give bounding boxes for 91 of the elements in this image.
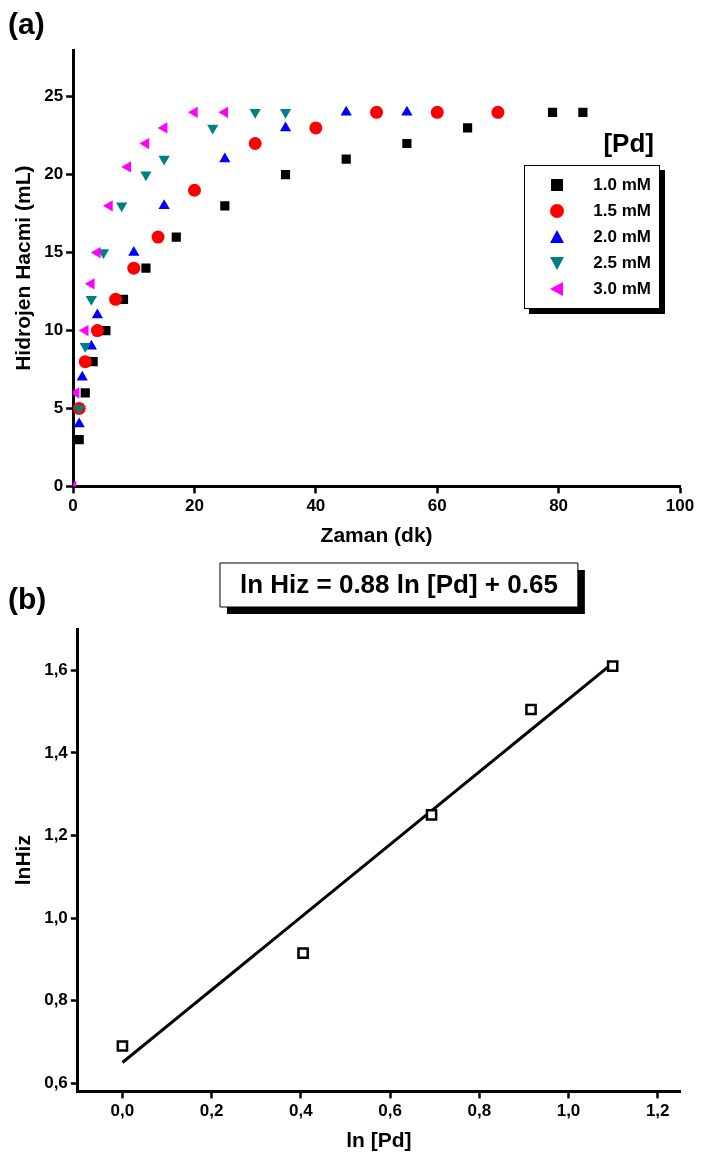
x-tick-label: 0,0 bbox=[110, 1101, 135, 1121]
point bbox=[85, 296, 97, 306]
legend-label: 3.0 mM bbox=[593, 279, 651, 299]
point bbox=[340, 105, 352, 116]
y-axis-title: lnHiz bbox=[11, 835, 35, 886]
point bbox=[80, 388, 90, 398]
y-tick-label: 1,0 bbox=[44, 907, 68, 927]
point bbox=[121, 161, 131, 173]
point bbox=[218, 106, 229, 118]
point bbox=[279, 121, 292, 132]
y-tick-label: 5 bbox=[53, 398, 64, 418]
chart-title: (b) bbox=[8, 582, 47, 616]
point bbox=[249, 109, 261, 119]
point bbox=[90, 246, 101, 259]
point bbox=[578, 107, 588, 117]
point bbox=[370, 105, 384, 119]
y-tick-label: 20 bbox=[44, 164, 64, 184]
x-tick-label: 0,2 bbox=[199, 1101, 224, 1121]
y-tick-label: 0 bbox=[53, 476, 64, 496]
legend-label: 2.5 mM bbox=[593, 253, 651, 273]
point bbox=[128, 246, 140, 256]
y-tick-label: 25 bbox=[44, 86, 64, 106]
chart-title: (a) bbox=[8, 7, 45, 41]
y-axis-title: Hidrojen Hacmi (mL) bbox=[11, 165, 35, 371]
x-tick-label: 60 bbox=[427, 496, 447, 516]
point bbox=[73, 417, 85, 428]
legend-title: [Pd] bbox=[602, 128, 655, 159]
point bbox=[220, 201, 230, 211]
y-tick-label: 1,2 bbox=[44, 825, 68, 845]
legend-label: 1.0 mM bbox=[593, 175, 651, 195]
y-tick-label: 10 bbox=[44, 320, 64, 340]
point bbox=[219, 152, 231, 163]
point bbox=[91, 308, 104, 319]
x-tick-label: 20 bbox=[185, 496, 204, 516]
point bbox=[78, 355, 92, 369]
point bbox=[139, 137, 150, 150]
point bbox=[297, 947, 309, 959]
point bbox=[157, 122, 168, 134]
point bbox=[547, 107, 558, 117]
point bbox=[606, 660, 619, 672]
point bbox=[187, 183, 201, 197]
point bbox=[279, 109, 292, 119]
point bbox=[73, 405, 85, 415]
x-tick-label: 80 bbox=[549, 496, 569, 516]
point bbox=[158, 155, 170, 166]
y-tick-label: 1,4 bbox=[44, 742, 69, 762]
x-tick-label: 1,2 bbox=[645, 1101, 670, 1121]
point bbox=[248, 137, 262, 151]
point bbox=[84, 278, 95, 290]
y-tick-label: 0,8 bbox=[44, 990, 68, 1010]
legend-label: 2.0 mM bbox=[593, 227, 651, 247]
point bbox=[462, 123, 473, 133]
point bbox=[79, 342, 91, 353]
point bbox=[309, 121, 323, 135]
point bbox=[207, 124, 219, 135]
point bbox=[116, 1040, 129, 1052]
x-tick-label: 1,0 bbox=[556, 1101, 581, 1121]
point bbox=[127, 261, 141, 275]
y-tick-label: 15 bbox=[44, 242, 64, 262]
point bbox=[116, 202, 128, 213]
x-tick-label: 0,8 bbox=[467, 1101, 492, 1121]
point bbox=[90, 324, 104, 338]
point bbox=[140, 171, 152, 182]
text: ln Hiz = 0.88 ln [Pd] + 0.65 bbox=[239, 569, 558, 600]
point bbox=[491, 105, 505, 119]
point bbox=[103, 200, 113, 212]
point bbox=[401, 105, 413, 116]
point bbox=[76, 370, 88, 381]
point bbox=[171, 232, 181, 242]
y-tick-label: 0,6 bbox=[44, 1072, 68, 1092]
point bbox=[141, 263, 151, 273]
x-tick-label: 0,6 bbox=[378, 1101, 402, 1121]
point bbox=[78, 324, 89, 337]
point bbox=[280, 170, 291, 180]
point bbox=[109, 292, 123, 306]
point bbox=[341, 154, 351, 164]
x-tick-label: 100 bbox=[665, 496, 695, 516]
point bbox=[430, 105, 444, 119]
point bbox=[187, 106, 198, 118]
x-axis-title: ln [Pd] bbox=[346, 1128, 412, 1152]
point bbox=[402, 138, 412, 149]
legend-label: 1.5 mM bbox=[593, 201, 651, 221]
point bbox=[151, 230, 165, 244]
point bbox=[158, 199, 170, 210]
point bbox=[74, 435, 84, 445]
x-tick-label: 40 bbox=[306, 496, 326, 516]
x-axis-title: Zaman (dk) bbox=[320, 523, 433, 547]
x-tick-label: 0,4 bbox=[289, 1101, 314, 1121]
point bbox=[525, 703, 537, 716]
y-tick-label: 1,6 bbox=[44, 659, 68, 679]
point bbox=[425, 808, 438, 821]
